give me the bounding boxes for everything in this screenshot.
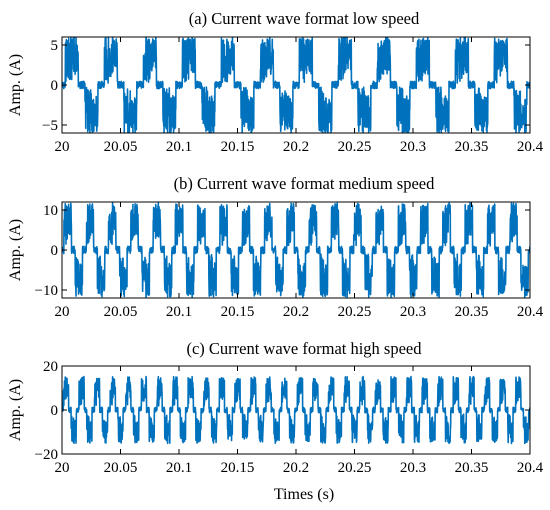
x-tick-label: 20.4 [517,460,544,476]
x-tick-label: 20.35 [455,139,489,155]
panel-title: (b) Current wave format medium speed [174,174,435,193]
x-tick-label: 20.4 [517,139,544,155]
x-tick-label: 20.05 [104,139,138,155]
x-tick-label: 20.2 [283,139,309,155]
x-tick-label: 20.25 [338,304,372,320]
panel-title: (a) Current wave format low speed [189,9,420,28]
y-tick-label: 5 [51,38,59,54]
current-trace [62,37,530,133]
x-tick-label: 20.1 [166,460,192,476]
y-tick-label: 10 [43,203,58,219]
x-tick-label: 20.05 [104,304,138,320]
x-tick-label: 20.2 [283,304,309,320]
x-tick-label: 20.05 [104,460,138,476]
x-tick-label: 20.15 [221,460,255,476]
x-tick-label: 20.1 [166,304,192,320]
panel-c: (c) Current wave format high speed 20 20.0… [7,339,544,503]
x-tick-label: 20.35 [455,460,489,476]
x-tick-label: 20.25 [338,139,372,155]
y-axis-label: Amp. (A) [7,219,24,281]
x-tick-label: 20.15 [221,304,255,320]
y-tick-label: −20 [35,447,58,463]
current-trace [62,202,530,298]
x-axis-label: Times (s) [274,486,334,503]
x-tick-label: 20.35 [455,304,489,320]
x-tick-label: 20.15 [221,139,255,155]
y-tick-label: −10 [35,283,58,299]
x-tick-label: 20.3 [400,139,426,155]
y-axis-label: Amp. (A) [7,379,24,441]
y-tick-label: 20 [43,359,58,375]
y-tick-label: 0 [51,78,59,94]
y-axis-label: Amp. (A) [7,54,24,116]
y-tick-label: −5 [42,118,58,134]
x-tick-label: 20.2 [283,460,309,476]
current-trace [62,375,530,445]
x-tick-label: 20.3 [400,460,426,476]
panel-b: (b) Current wave format medium speed 20 20… [7,174,544,320]
x-tick-label: 20.25 [338,460,372,476]
x-tick-label: 20 [55,460,70,476]
x-tick-label: 20 [55,304,70,320]
y-tick-label: 0 [51,403,59,419]
x-tick-label: 20.1 [166,139,192,155]
x-tick-label: 20 [55,139,70,155]
y-tick-label: 0 [51,243,59,259]
x-tick-label: 20.3 [400,304,426,320]
x-tick-label: 20.4 [517,304,544,320]
panel-title: (c) Current wave format high speed [186,339,422,358]
panel-a: (a) Current wave format low speed 20 20.05… [7,9,544,155]
